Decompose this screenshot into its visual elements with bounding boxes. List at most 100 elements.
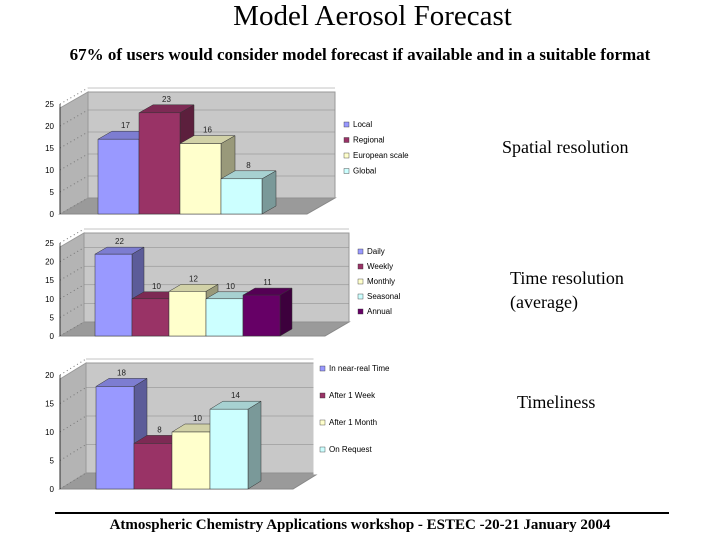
gridline-side (59, 265, 85, 281)
bar-global (220, 170, 277, 215)
legend-label-regional: Regional (353, 136, 385, 145)
legend-swatch-on-request (319, 446, 326, 453)
y-tick-label: 20 (45, 258, 54, 267)
gridline-side (59, 175, 89, 193)
chart-side-wall (59, 362, 87, 490)
y-tick-label: 0 (50, 332, 55, 341)
y-tick-label: 15 (45, 400, 54, 409)
bar-weekly-front (131, 298, 170, 337)
bar-european-scale-front (179, 143, 222, 215)
bar-global-front (220, 178, 263, 215)
legend-swatch-regional (343, 137, 350, 143)
time-resolution-caption: Time resolution (average) (510, 268, 624, 312)
gridline-side (59, 228, 85, 244)
chart-side-wall (59, 91, 89, 215)
gridline-side (59, 284, 85, 300)
legend-label-in-near-real-time: In near-real Time (329, 364, 390, 373)
bar-annual-front (242, 294, 281, 337)
bar-on-request-side (247, 400, 262, 490)
gridline-side (59, 109, 89, 127)
gridline-side (59, 247, 85, 263)
y-tick-label: 20 (45, 122, 54, 131)
legend-label-weekly: Weekly (367, 262, 393, 271)
bar-after-1-month-front (171, 431, 211, 490)
legend-swatch-after-1-week (319, 392, 326, 399)
slide-subtitle: 67% of users would consider model foreca… (69, 45, 651, 64)
footer-text: Atmospheric Chemistry Applications works… (109, 517, 611, 533)
y-tick-label: 15 (45, 144, 54, 153)
data-label-weekly: 10 (152, 282, 161, 291)
data-label-local: 17 (121, 121, 130, 130)
data-label-after-1-month: 10 (193, 414, 202, 423)
bar-in-near-real-time-front (95, 386, 135, 490)
legend-swatch-local (343, 121, 350, 128)
legend-box (337, 114, 427, 189)
legend-swatch-monthly (357, 278, 364, 285)
y-tick-label: 10 (45, 428, 54, 437)
legend-label-monthly: Monthly (367, 277, 395, 286)
data-label-european-scale: 16 (203, 126, 212, 135)
timeliness-chart: 0 5 10 15 20 18 8 10 14 In near-real Time After 1 … (45, 358, 410, 494)
legend-label-after-1-month: After 1 Month (329, 418, 377, 427)
data-label-on-request: 14 (231, 391, 240, 400)
bar-daily-front (94, 253, 133, 337)
bar-annual (242, 287, 293, 337)
bar-local-front (97, 138, 140, 215)
legend-swatch-annual (357, 308, 364, 315)
bar-seasonal-front (205, 298, 244, 337)
legend-swatch-daily (357, 248, 364, 255)
bar-annual-side (279, 287, 293, 337)
gridline-side (59, 87, 89, 105)
legend-label-daily: Daily (367, 247, 385, 256)
data-label-monthly: 12 (189, 274, 198, 283)
y-tick-label: 10 (45, 166, 54, 175)
legend-swatch-global (343, 168, 350, 174)
data-label-global: 8 (246, 161, 251, 170)
legend-label-european-scale: European scale (353, 151, 409, 160)
y-tick-label: 5 (50, 313, 55, 322)
time-resolution-chart: 0 5 10 15 20 25 22 10 12 10 11 Daily Weekly Monthly Se… (45, 228, 425, 341)
y-tick-label: 25 (45, 239, 54, 248)
y-tick-label: 25 (45, 100, 54, 109)
bar-after-1-week-front (133, 443, 173, 490)
legend-box (351, 241, 425, 323)
data-label-seasonal: 10 (226, 282, 235, 291)
bar-regional-front (138, 112, 181, 215)
gridline-side (59, 131, 89, 149)
spatial-resolution-chart: 0 5 10 15 20 25 17 23 16 8 Local Regional European s… (45, 87, 427, 219)
footer-divider (55, 512, 669, 514)
y-tick-label: 10 (45, 295, 54, 304)
legend-swatch-seasonal (357, 293, 364, 300)
data-label-in-near-real-time: 18 (117, 368, 126, 377)
y-tick-label: 5 (50, 188, 55, 197)
data-label-annual: 11 (263, 278, 272, 287)
legend-label-local: Local (353, 120, 372, 129)
data-label-after-1-week: 8 (157, 425, 162, 434)
y-tick-label: 0 (50, 210, 55, 219)
bar-monthly-front (168, 291, 207, 337)
y-tick-label: 20 (45, 371, 54, 380)
legend-label-annual: Annual (367, 307, 392, 316)
legend-swatch-in-near-real-time (319, 365, 326, 372)
legend-label-global: Global (353, 167, 376, 176)
gridline-side (59, 321, 85, 337)
legend-label-seasonal: Seasonal (367, 292, 401, 301)
legend-label-on-request: On Request (329, 445, 372, 454)
legend-box (313, 358, 410, 475)
gridline-side (59, 153, 89, 171)
spatial-resolution-caption: Spatial resolution (502, 137, 629, 157)
legend-swatch-after-1-month (319, 419, 326, 426)
y-tick-label: 15 (45, 276, 54, 285)
legend-label-after-1-week: After 1 Week (329, 391, 376, 400)
y-tick-label: 0 (50, 485, 55, 494)
gridline-side (59, 197, 89, 215)
timeliness-caption: Timeliness (517, 392, 596, 412)
bar-on-request (209, 400, 262, 490)
y-tick-label: 5 (50, 457, 55, 466)
data-label-regional: 23 (162, 95, 171, 104)
bar-on-request-front (209, 408, 249, 490)
gridline-side (59, 302, 85, 318)
legend-swatch-weekly (357, 263, 364, 270)
data-label-daily: 22 (115, 237, 124, 246)
legend-swatch-european-scale (343, 152, 350, 159)
